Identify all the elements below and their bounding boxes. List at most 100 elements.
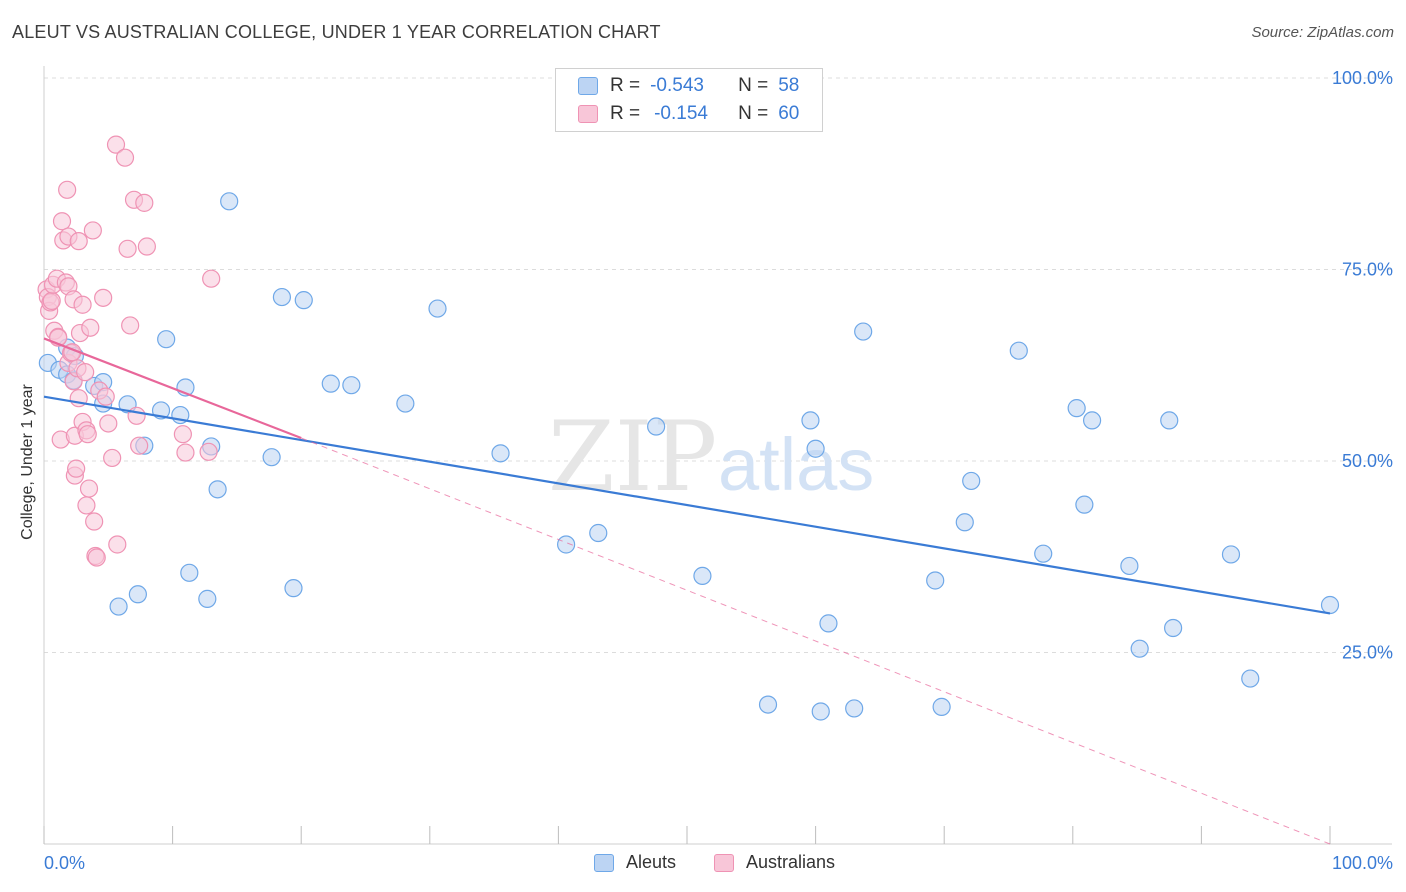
legend-item-australians: Australians <box>714 852 835 873</box>
australians-point <box>78 425 97 444</box>
legend-aleuts-label: Aleuts <box>626 852 677 872</box>
aleuts-r-label: R = <box>610 75 641 96</box>
australians-n-label: N = <box>738 103 769 124</box>
legend-australians-label: Australians <box>746 852 836 872</box>
australians-trend-extension <box>301 437 1331 845</box>
aleuts-point <box>272 287 292 307</box>
y-tick-label: 100.0% <box>1332 68 1393 88</box>
aleuts-point <box>806 439 825 458</box>
australians-point <box>106 135 126 154</box>
aleuts-point <box>262 448 281 467</box>
australians-point <box>137 237 156 256</box>
aleuts-point <box>962 471 981 491</box>
aleuts-point <box>758 695 778 714</box>
aleuts-point <box>1164 618 1183 638</box>
aleuts-point <box>1130 639 1149 658</box>
australians-point <box>42 291 61 311</box>
australians-r-value: -0.154 <box>654 103 708 124</box>
aleuts-n-label: N = <box>738 75 769 96</box>
aleuts-point <box>1075 495 1094 514</box>
aleuts-point <box>693 566 712 586</box>
australians-point <box>69 232 88 251</box>
australians-n-value: 60 <box>778 103 800 124</box>
aleuts-point <box>157 330 176 349</box>
aleuts-point <box>198 589 217 608</box>
australians-point <box>52 212 72 231</box>
australians-point <box>76 363 95 382</box>
legend-row-australians: R = -0.154 N = 60 <box>578 102 799 126</box>
australians-point <box>87 548 106 567</box>
series-legend: Aleuts Australians <box>0 852 1406 878</box>
aleuts-point <box>321 374 340 393</box>
aleuts-point <box>647 417 666 436</box>
aleuts-point <box>845 699 864 718</box>
y-tick-label: 25.0% <box>1342 643 1393 663</box>
aleuts-point <box>801 411 820 430</box>
aleuts-point <box>396 394 415 413</box>
aleuts-point <box>180 563 199 582</box>
aleuts-point <box>819 614 838 633</box>
aleuts-point <box>284 579 303 598</box>
australians-point <box>130 436 149 455</box>
australians-point <box>108 535 127 554</box>
australians-point <box>118 239 137 258</box>
australians-point <box>121 316 140 335</box>
aleuts-point <box>1009 341 1028 360</box>
australians-point <box>99 414 118 433</box>
australians-r-label: R = <box>610 103 641 124</box>
chart-source: Source: ZipAtlas.com <box>1251 24 1394 41</box>
australians-point <box>58 180 77 199</box>
aleuts-n-value: 58 <box>778 75 800 96</box>
aleuts-r-value: -0.543 <box>650 75 704 96</box>
aleuts-point <box>220 192 239 211</box>
aleuts-point <box>109 597 128 616</box>
australians-point <box>67 459 86 478</box>
legend-aleuts-swatch <box>594 853 614 872</box>
legend-australians-swatch <box>714 853 734 872</box>
y-tick-label: 50.0% <box>1342 451 1393 471</box>
australians-point <box>73 295 92 314</box>
australians-point <box>199 442 218 461</box>
watermark-zip: ZIP <box>548 401 717 513</box>
aleuts-point <box>557 535 576 554</box>
australians-point <box>77 496 96 515</box>
aleuts-point <box>1221 545 1241 564</box>
australians-point <box>173 425 192 444</box>
x-tick-label: 100.0% <box>1332 853 1393 873</box>
australians-point <box>202 269 221 288</box>
aleuts-point <box>1241 669 1260 688</box>
aleuts-point <box>854 322 873 341</box>
aleuts-point <box>1160 411 1179 430</box>
aleuts-point <box>428 299 447 318</box>
aleuts-point <box>342 376 361 395</box>
aleuts-point <box>128 585 147 604</box>
aleuts-trend-line <box>43 395 1331 615</box>
australians-point <box>94 288 113 307</box>
aleuts-swatch <box>578 77 598 95</box>
australians-point <box>176 443 195 462</box>
watermark-atlas: atlas <box>718 423 874 506</box>
x-tick-label: 0.0% <box>44 853 85 873</box>
aleuts-point <box>1120 556 1139 576</box>
aleuts-point <box>1082 411 1102 430</box>
australians-point <box>96 387 115 406</box>
legend-row-aleuts: R = -0.543 N = 58 <box>578 74 799 98</box>
aleuts-point <box>589 523 608 543</box>
y-tick-label: 75.0% <box>1342 260 1393 280</box>
australians-point <box>79 479 99 498</box>
aleuts-point <box>491 444 510 463</box>
australians-point <box>103 448 122 468</box>
australians-swatch <box>578 105 598 123</box>
australians-point <box>127 406 146 425</box>
aleuts-point <box>294 291 313 310</box>
australians-point <box>115 148 135 167</box>
aleuts-point <box>1067 399 1086 418</box>
aleuts-point <box>811 702 830 721</box>
aleuts-point <box>1034 544 1053 563</box>
correlation-legend: R = -0.543 N = 58 R = -0.154 N = 60 <box>555 68 823 132</box>
australians-point <box>83 221 102 240</box>
aleuts-point <box>208 480 227 499</box>
aleuts-point <box>955 513 974 532</box>
australians-trend-line <box>43 337 302 440</box>
aleuts-point <box>1320 595 1340 615</box>
